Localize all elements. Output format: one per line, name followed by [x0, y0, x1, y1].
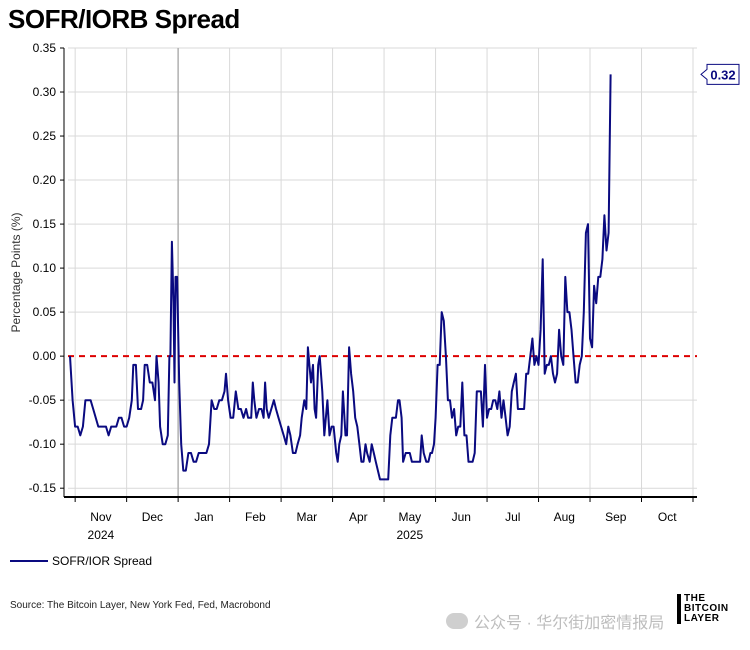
- grid-lines: [68, 47, 697, 497]
- x-year-label: 2024: [88, 528, 115, 542]
- x-tick-label: Jun: [452, 510, 471, 524]
- y-tick-label: 0.30: [33, 85, 57, 99]
- watermark-text: 公众号 · 华尔街加密情报局: [474, 615, 665, 632]
- y-tick-label: -0.10: [29, 437, 57, 451]
- x-tick-label: Jan: [194, 510, 213, 524]
- x-tick-label: Mar: [297, 510, 318, 524]
- y-tick-label: 0.10: [33, 261, 57, 275]
- brand-logo: THE BITCOIN LAYER: [677, 594, 729, 624]
- x-tick-label: May: [398, 510, 421, 524]
- chart-title: SOFR/IORB Spread: [8, 4, 240, 34]
- x-tick-label: Aug: [554, 510, 575, 524]
- x-tick-label: Apr: [349, 510, 368, 524]
- x-tick-label: Feb: [245, 510, 266, 524]
- logo-line-2: BITCOIN: [684, 603, 729, 614]
- callout-box: [700, 63, 740, 85]
- x-tick-label: Jul: [505, 510, 520, 524]
- y-tick-label: 0.15: [33, 217, 57, 231]
- y-tick-label: 0.35: [33, 41, 57, 55]
- y-tick-label: -0.05: [29, 393, 57, 407]
- axes: [60, 47, 697, 502]
- watermark: 公众号 · 华尔街加密情报局: [446, 609, 664, 633]
- legend-label: SOFR/IOR Spread: [52, 554, 152, 568]
- x-tick-label: Nov: [90, 510, 111, 524]
- y-tick-label: 0.20: [33, 173, 57, 187]
- last-value-callout: 0.32: [700, 63, 740, 85]
- y-tick-label: 0.00: [33, 349, 57, 363]
- x-tick-label: Oct: [658, 510, 677, 524]
- x-tick-label: Sep: [605, 510, 627, 524]
- y-tick-label: -0.15: [29, 481, 57, 495]
- x-tick-label: Dec: [142, 510, 163, 524]
- y-tick-label: 0.25: [33, 129, 57, 143]
- wechat-icon: [446, 613, 468, 629]
- logo-line-3: LAYER: [684, 613, 720, 624]
- last-value-label: 0.32: [710, 67, 735, 82]
- series-layer: [68, 74, 697, 481]
- y-tick-label: 0.05: [33, 305, 57, 319]
- labels: -0.15 -0.10 -0.05 0.00 0.05 0.10 0.15 0.20 0.25 0…: [9, 41, 740, 568]
- y-axis-label: Percentage Points (%): [9, 212, 23, 332]
- x-year-label: 2025: [396, 528, 423, 542]
- series-line-sofr-ior-spread: [69, 74, 612, 481]
- source-note: Source: The Bitcoin Layer, New York Fed,…: [10, 600, 271, 611]
- logo-line-1: THE: [684, 593, 706, 604]
